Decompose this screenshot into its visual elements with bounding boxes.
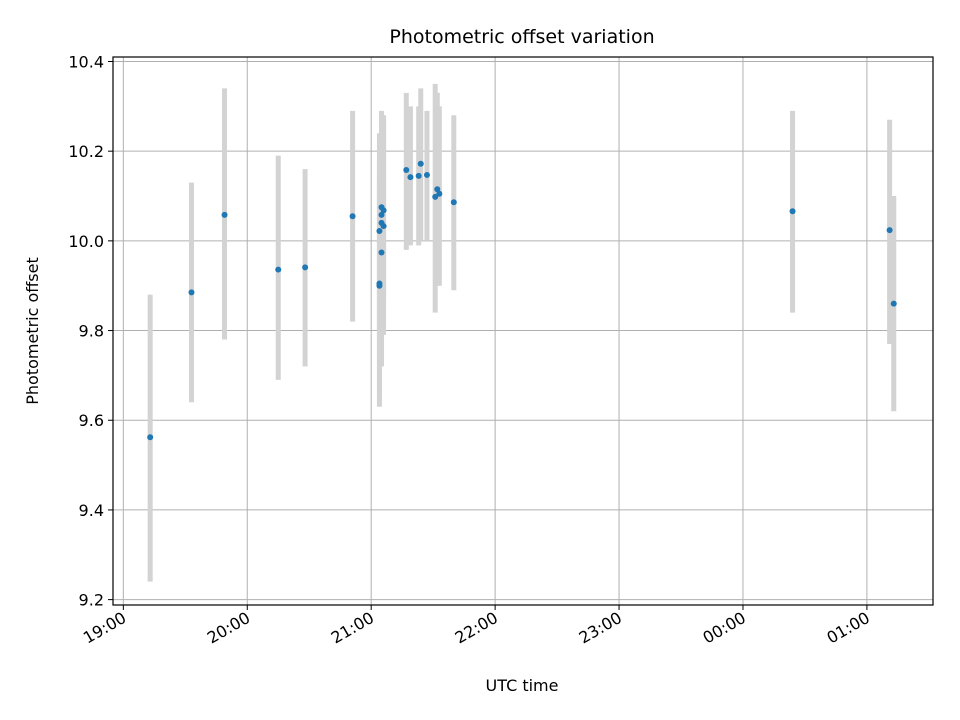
x-tick-label: 23:00 — [576, 608, 625, 648]
data-point — [380, 207, 387, 214]
data-point — [403, 167, 410, 174]
data-point — [432, 193, 439, 200]
y-tick-label: 10.2 — [68, 142, 104, 161]
data-point — [378, 249, 385, 256]
y-tick-label: 9.2 — [79, 591, 104, 610]
data-point — [349, 213, 356, 220]
x-tick-label: 19:00 — [80, 608, 129, 648]
data-point — [450, 199, 457, 206]
data-point — [890, 300, 897, 307]
data-point — [221, 211, 228, 218]
error-bars — [147, 83, 897, 582]
data-point — [436, 190, 443, 197]
y-tick-label: 9.4 — [79, 501, 104, 520]
data-point — [380, 223, 387, 230]
chart-title: Photometric offset variation — [389, 26, 654, 48]
x-axis-label: UTC time — [486, 676, 559, 695]
x-tick-label: 22:00 — [452, 608, 501, 648]
data-point — [376, 227, 383, 234]
y-tick-label: 9.8 — [79, 322, 104, 341]
data-point — [407, 174, 414, 181]
data-point — [302, 264, 309, 271]
x-tick-label: 20:00 — [204, 608, 253, 648]
y-axis-label: Photometric offset — [23, 257, 42, 405]
data-point — [434, 186, 441, 193]
x-axis-ticks: 19:00 20:00 21:00 22:00 23:00 00:00 01:00 — [80, 605, 873, 648]
data-points — [147, 160, 897, 441]
data-point — [275, 266, 282, 273]
x-tick-label: 00:00 — [700, 608, 749, 648]
y-tick-label: 10.0 — [68, 232, 104, 251]
y-tick-label: 10.4 — [68, 52, 104, 71]
y-axis-ticks: 9.2 9.4 9.6 9.8 10.0 10.2 10.4 — [68, 52, 113, 610]
data-point — [378, 211, 385, 218]
data-point — [789, 208, 796, 215]
data-point — [417, 160, 424, 167]
data-point — [188, 289, 195, 296]
data-point — [415, 172, 422, 179]
data-point — [376, 282, 383, 289]
x-tick-label: 21:00 — [328, 608, 377, 648]
x-tick-label: 01:00 — [823, 608, 872, 648]
grid-lines — [113, 57, 933, 605]
data-point — [147, 434, 154, 441]
y-tick-label: 9.6 — [79, 411, 104, 430]
data-point — [886, 227, 893, 234]
data-point — [423, 171, 430, 178]
